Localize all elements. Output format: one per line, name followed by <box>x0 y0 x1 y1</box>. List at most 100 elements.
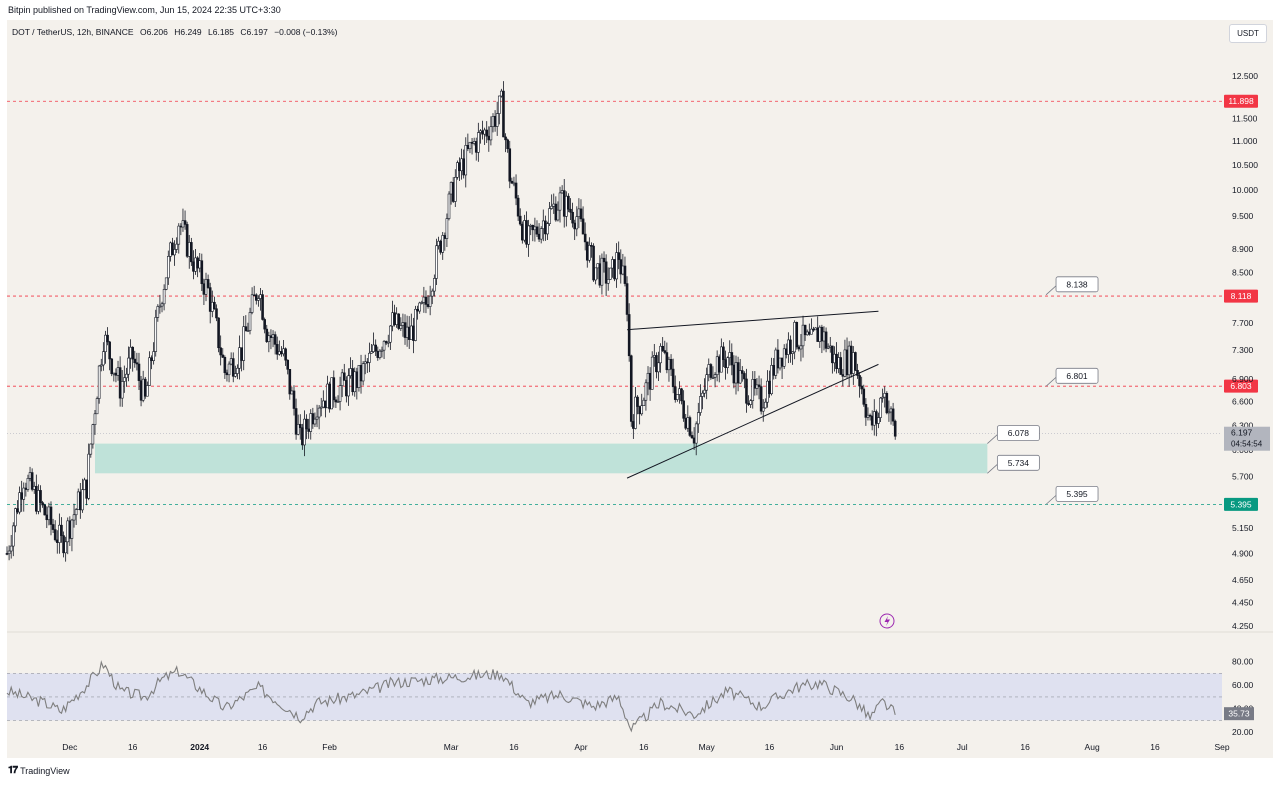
candle-body <box>753 379 757 389</box>
candle-body <box>539 228 543 240</box>
candle-body <box>368 352 371 363</box>
candle-body <box>692 437 696 444</box>
candle-body <box>282 348 285 355</box>
brand-name: TradingView <box>20 765 70 776</box>
x-tick-label: Apr <box>574 742 587 752</box>
candle-body <box>418 302 421 312</box>
candle-body <box>347 375 350 397</box>
candle-body <box>252 294 256 297</box>
candle-body <box>133 358 137 364</box>
price-label-1[interactable] <box>1055 367 1099 384</box>
candle-body <box>690 435 694 439</box>
trendline-0[interactable] <box>627 310 879 331</box>
candle-body <box>447 193 451 219</box>
x-tick-label: Jul <box>957 742 968 752</box>
candle-body <box>238 347 241 369</box>
x-tick-label: May <box>699 742 716 752</box>
candle-body <box>705 374 708 391</box>
callout-pointer <box>1045 377 1057 387</box>
candle-body <box>743 373 746 380</box>
level-tag-label: 5.395 <box>1230 499 1252 509</box>
candle-body <box>66 520 70 543</box>
price-label-4[interactable] <box>1055 485 1099 502</box>
candle-body <box>546 223 549 235</box>
x-tick-label: 16 <box>258 742 268 752</box>
rsi-line[interactable] <box>6 660 896 733</box>
candle-body <box>724 359 727 368</box>
candle-body <box>179 225 183 228</box>
candle-body <box>470 141 474 144</box>
candle-body <box>883 392 887 398</box>
x-tick-label: 16 <box>1020 742 1030 752</box>
x-tick-label: 16 <box>765 742 775 752</box>
candle-body <box>730 352 734 366</box>
candle-body <box>799 345 803 350</box>
candle-body <box>185 224 189 257</box>
trendline-1[interactable] <box>626 363 879 479</box>
candle-body <box>594 267 597 281</box>
candle-body <box>254 294 258 301</box>
candle-body <box>143 378 147 397</box>
candle-body <box>58 524 61 543</box>
candle-body <box>736 362 740 384</box>
candle-body <box>793 322 796 353</box>
candle-body <box>7 550 11 555</box>
currency-button[interactable]: USDT <box>1229 24 1267 43</box>
candle-body <box>711 377 715 379</box>
candle-body <box>506 139 509 150</box>
price-label-3[interactable] <box>996 454 1040 471</box>
chart-area[interactable] <box>7 20 1273 758</box>
price-label-text: 8.138 <box>1066 279 1088 289</box>
y-tick-label: 6.900 <box>1232 374 1254 384</box>
candle-body <box>661 345 664 351</box>
candle-body <box>315 416 319 420</box>
candle-body <box>671 368 675 388</box>
lightning-icon[interactable] <box>879 613 895 629</box>
candle-body <box>9 545 13 552</box>
candle-body <box>657 362 660 373</box>
footer-branding: 𝟏𝟕 TradingView <box>8 765 70 776</box>
y-tick-label: 11.000 <box>1232 136 1258 146</box>
candle-body <box>26 478 30 490</box>
candle-body <box>533 226 537 231</box>
candle-body <box>81 489 84 511</box>
candle-body <box>376 350 380 358</box>
last-price-tag <box>1224 426 1270 451</box>
candle-body <box>757 384 761 387</box>
candle-body <box>663 350 667 353</box>
candle-body <box>278 351 281 355</box>
candle-body <box>558 192 562 211</box>
candle-body <box>87 453 90 499</box>
candle-body <box>164 277 168 290</box>
candle-body <box>55 539 59 543</box>
candle-body <box>265 328 269 342</box>
countdown-label: 04:54:54 <box>1231 440 1263 449</box>
candle-body <box>64 541 67 554</box>
candle-body <box>521 223 524 241</box>
candle-body <box>525 220 528 245</box>
candle-body <box>588 245 591 261</box>
candle-body <box>877 417 880 424</box>
candle-body <box>500 90 503 97</box>
price-label-text: 5.734 <box>1008 458 1030 468</box>
candle-body <box>518 215 522 225</box>
candle-body <box>28 472 32 479</box>
candle-body <box>79 491 82 511</box>
candle-body <box>541 220 545 229</box>
candle-body <box>72 514 76 521</box>
rsi-tick-label: 80.00 <box>1232 657 1254 667</box>
candle-body <box>489 126 493 141</box>
candle-body <box>885 392 889 414</box>
tradingview-logo-icon: 𝟏𝟕 <box>8 765 18 776</box>
candle-body <box>592 245 595 281</box>
candle-body <box>286 359 290 370</box>
candle-body <box>290 390 294 395</box>
price-label-2[interactable] <box>996 425 1040 442</box>
candle-body <box>659 345 662 364</box>
candle-body <box>835 353 838 370</box>
candle-body <box>267 335 271 342</box>
candle-body <box>14 508 17 527</box>
candle-body <box>826 346 830 349</box>
price-label-0[interactable] <box>1055 276 1099 293</box>
